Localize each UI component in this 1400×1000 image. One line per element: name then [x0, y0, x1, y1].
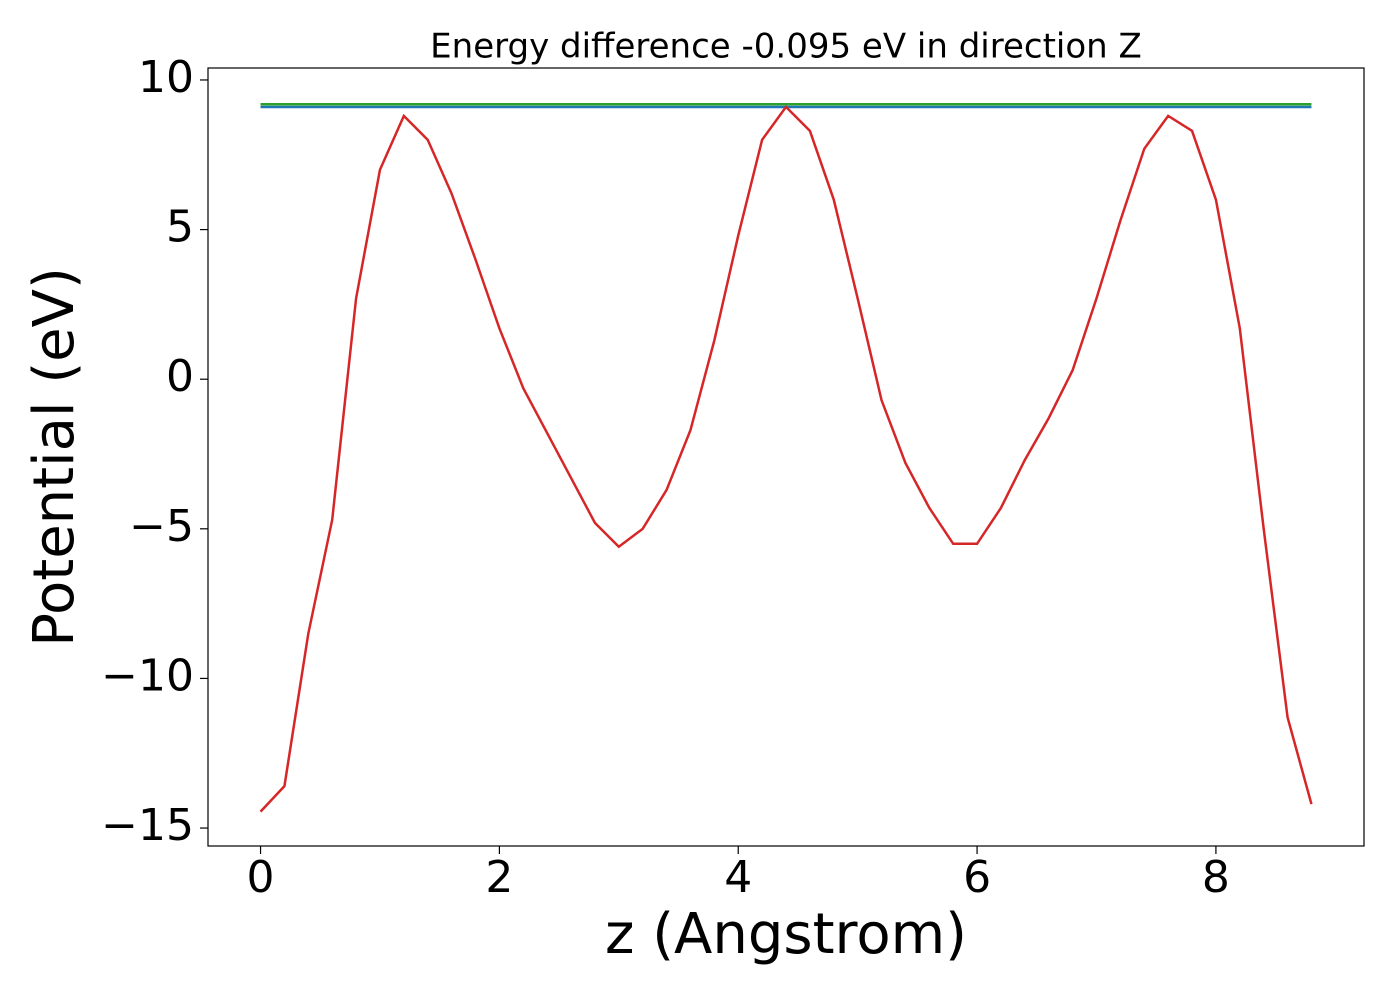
y-tick-label: −15: [101, 800, 194, 851]
y-tick-label: 0: [166, 351, 194, 402]
y-tick-label: −10: [101, 650, 194, 701]
line-series: [259, 104, 1313, 813]
y-tick-label: 10: [138, 52, 194, 103]
x-tick-label: 2: [485, 852, 513, 903]
x-tick-label: 6: [963, 852, 991, 903]
x-tick-label: 4: [724, 852, 752, 903]
chart-title: Energy difference -0.095 eV in direction…: [430, 27, 1142, 67]
y-axis-label: Potential (eV): [22, 267, 87, 647]
y-tick-label: 5: [166, 202, 194, 253]
x-tick-label: 8: [1202, 852, 1230, 903]
x-tick-label: 0: [247, 852, 275, 903]
plot-frame: [207, 67, 1365, 847]
y-tick-label: −5: [129, 501, 194, 552]
x-axis-label: z (Angstrom): [605, 902, 967, 967]
